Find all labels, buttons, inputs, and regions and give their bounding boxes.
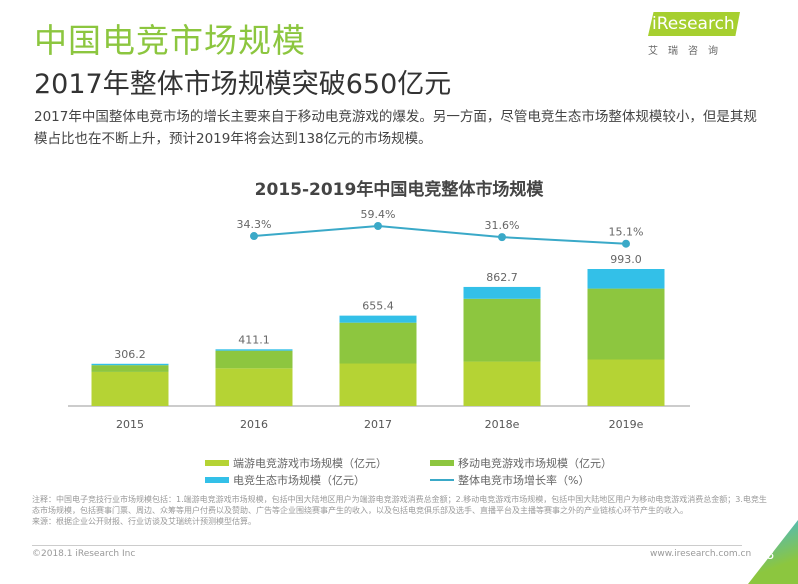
legend-label: 端游电竞游戏市场规模（亿元） <box>233 457 387 470</box>
bar-segment <box>91 365 169 372</box>
x-tick-label: 2019e <box>609 418 644 431</box>
bar-segment <box>587 288 665 360</box>
growth-point <box>374 222 382 230</box>
legend-label: 整体电竞市场增长率（%） <box>458 474 590 487</box>
growth-label: 34.3% <box>237 218 272 231</box>
bar-segment <box>339 322 417 364</box>
growth-label: 59.4% <box>361 208 396 221</box>
note-text: 注释：中国电子竞技行业市场规模包括：1.端游电竞游戏市场规模，包括中国大陆地区用… <box>32 495 767 515</box>
growth-line <box>253 224 627 245</box>
copyright: ©2018.1 iResearch Inc <box>32 549 136 559</box>
legend-swatch <box>205 460 229 466</box>
growth-point <box>622 239 630 248</box>
x-tick-label: 2016 <box>240 418 268 431</box>
page-subtitle: 2017年整体市场规模突破650亿元 <box>34 69 452 100</box>
bar-segment <box>463 286 541 299</box>
bar-segment <box>215 368 293 406</box>
iresearch-logo: iResearch <box>648 12 740 36</box>
x-tick-label: 2015 <box>116 418 144 431</box>
legend-line-swatch <box>430 479 454 481</box>
legend-item-ecosystem: 电竞生态市场规模（亿元） <box>205 472 365 488</box>
bar-segment <box>215 349 293 351</box>
footnote: 注释：中国电子竞技行业市场规模包括：1.端游电竞游戏市场规模，包括中国大陆地区用… <box>32 494 772 527</box>
bar-segment <box>339 315 417 323</box>
bar-segment <box>587 359 665 406</box>
bar-segment <box>215 350 293 369</box>
growth-point <box>250 232 258 241</box>
bar-segment <box>91 363 169 366</box>
bar-segment <box>587 269 665 289</box>
bar-total-label: 655.4 <box>362 300 394 313</box>
logo-subtitle: 艾瑞咨询 <box>648 46 728 57</box>
legend-item-growth: 整体电竞市场增长率（%） <box>430 472 589 488</box>
legend-swatch <box>205 477 229 483</box>
growth-label: 15.1% <box>609 226 644 239</box>
page-title: 中国电竞市场规模 <box>34 21 306 60</box>
source-text: 来源：根据企业公开财报、行业访谈及艾瑞统计预测模型估算。 <box>32 517 256 526</box>
x-tick-label: 2018e <box>485 418 520 431</box>
legend-label: 电竞生态市场规模（亿元） <box>233 474 365 487</box>
page-number: 8 <box>766 548 775 563</box>
x-tick-label: 2017 <box>364 418 392 431</box>
bar-total-label: 411.1 <box>238 333 270 346</box>
bar-segment <box>463 361 541 406</box>
chart-title: 2015-2019年中国电竞整体市场规模 <box>254 180 544 200</box>
bar-total-label: 306.2 <box>114 348 146 361</box>
website: www.iresearch.com.cn <box>650 549 752 559</box>
growth-point <box>498 233 506 242</box>
growth-label: 31.6% <box>485 219 520 232</box>
legend-label: 移动电竞游戏市场规模（亿元） <box>458 457 612 470</box>
divider <box>32 545 742 546</box>
description: 2017年中国整体电竞市场的增长主要来自于移动电竞游戏的爆发。另一方面，尽管电竞… <box>34 109 757 147</box>
bar-total-label: 862.7 <box>486 271 518 284</box>
bar-segment <box>463 298 541 362</box>
legend-item-mobile: 移动电竞游戏市场规模（亿元） <box>430 455 612 471</box>
bar-segment <box>339 363 417 406</box>
bar-segment <box>91 371 169 406</box>
legend-item-pc: 端游电竞游戏市场规模（亿元） <box>205 455 387 471</box>
bar-total-label: 993.0 <box>610 253 642 266</box>
legend-swatch <box>430 460 454 466</box>
